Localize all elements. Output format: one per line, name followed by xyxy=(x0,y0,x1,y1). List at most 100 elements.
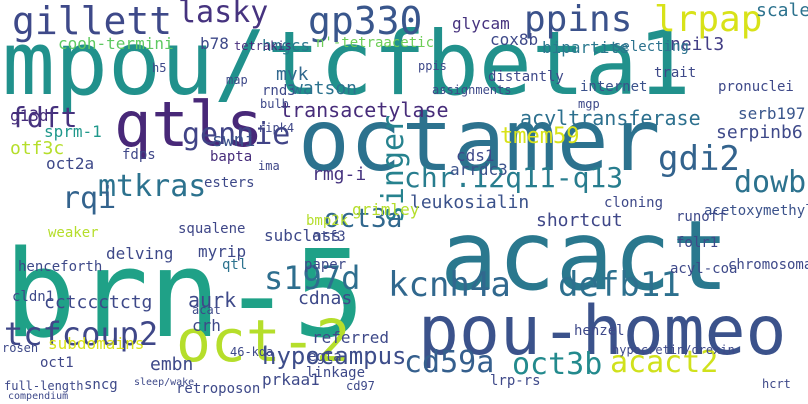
word: acyltransferase xyxy=(520,106,701,130)
word: rqi xyxy=(62,181,117,216)
word: oct3a xyxy=(324,204,403,234)
word: map xyxy=(226,73,248,87)
word: serb197 xyxy=(738,104,806,123)
word: serpinb6 xyxy=(716,122,803,143)
word: s197d xyxy=(264,259,361,297)
word: ppins xyxy=(524,0,633,40)
word: internet xyxy=(580,79,648,95)
word: tcfcoup2 xyxy=(4,315,159,353)
word: ripk4 xyxy=(258,121,295,135)
word: bmp2k xyxy=(306,213,349,229)
word: mpou/tcfbeta1 xyxy=(2,12,691,115)
word: cldn1 xyxy=(12,289,55,305)
word: glycam xyxy=(452,14,510,33)
word: tetrakis xyxy=(234,39,292,53)
word: rmg-i xyxy=(312,164,367,185)
word: pronuclei xyxy=(718,79,794,95)
word: myrip xyxy=(198,242,247,261)
word: otf3 xyxy=(312,229,346,245)
word: runoff xyxy=(676,209,727,225)
word: crh xyxy=(192,316,221,335)
word: cctccctctg xyxy=(44,292,153,313)
word: cox8b xyxy=(490,30,539,49)
word: cd59a xyxy=(404,345,495,380)
word: qtl xyxy=(222,257,248,273)
word: acetoxymethyl xyxy=(704,203,808,219)
word: transacetylase xyxy=(280,98,449,122)
word: neil3 xyxy=(670,34,725,55)
word: bapta xyxy=(210,149,253,165)
word: acact xyxy=(440,200,729,312)
word: squalene xyxy=(178,221,246,237)
word: oct2a xyxy=(46,154,95,173)
word: prkaa1 xyxy=(262,370,320,389)
word: cooh-termini xyxy=(58,34,174,53)
word: kcnh4a xyxy=(388,265,511,305)
word: cd97 xyxy=(346,379,375,393)
word: swni xyxy=(212,130,256,151)
word: acat xyxy=(192,303,221,317)
word: dowbenko xyxy=(734,165,808,200)
word: rnd3 xyxy=(262,83,296,99)
word: compendium xyxy=(8,391,69,402)
word: cloning xyxy=(604,195,664,211)
word: oct3b xyxy=(512,347,603,382)
word: henceforth xyxy=(18,259,103,275)
word: embn xyxy=(150,354,194,375)
word: sleep/wake xyxy=(134,377,195,388)
word: sncg xyxy=(84,377,118,393)
word: lrp-rs xyxy=(490,373,541,389)
word: assignments xyxy=(432,83,512,97)
word: selecting xyxy=(613,39,689,55)
word: folr1 xyxy=(676,235,719,251)
word: 46-kda xyxy=(230,345,274,359)
word: weaker xyxy=(48,225,99,241)
word: cdnas xyxy=(298,288,353,309)
word: ima xyxy=(258,159,280,173)
word: h5 xyxy=(152,61,167,75)
word: subdomains xyxy=(48,334,145,353)
word: grimley xyxy=(352,200,420,219)
word: scale xyxy=(756,0,808,21)
word: chromosomal xyxy=(728,257,808,273)
word: b78 xyxy=(200,34,229,53)
word: retroposon xyxy=(176,381,261,397)
word: cds1 xyxy=(456,146,495,165)
word: mvk xyxy=(276,64,309,85)
word: gillett xyxy=(12,0,173,43)
word: egta xyxy=(308,349,342,365)
word: paper xyxy=(304,257,347,273)
word: linkage xyxy=(306,365,366,381)
word: pou-homeo xyxy=(418,292,787,371)
word: oct1 xyxy=(40,355,74,371)
word: otf3c xyxy=(10,138,65,159)
word: tmem59 xyxy=(500,124,580,149)
word: esters xyxy=(204,175,255,191)
word: trait xyxy=(654,65,697,81)
word: gp330 xyxy=(308,0,423,43)
word: hypocretin/orexin xyxy=(612,343,735,357)
word: sprm-1 xyxy=(44,122,102,141)
word: n'-tetraacetic xyxy=(316,35,435,51)
word: watson xyxy=(292,78,358,99)
word: fdft xyxy=(10,101,78,134)
word: henzel xyxy=(574,323,625,339)
word: mgp xyxy=(578,97,600,111)
word: hcrt xyxy=(762,377,791,391)
word: bulb xyxy=(260,97,289,111)
word: full-length xyxy=(4,379,84,393)
word: chr.12q11-q13 xyxy=(404,161,624,194)
word: g13d xyxy=(10,106,49,125)
word: acact2 xyxy=(610,345,719,380)
word: lrpap xyxy=(654,0,763,40)
word: referred xyxy=(312,328,390,347)
word: hmgcs xyxy=(262,36,311,55)
word: hypocampus xyxy=(262,342,407,370)
word: bipartite xyxy=(542,38,629,57)
word: fdps xyxy=(122,147,156,163)
word: defb11 xyxy=(558,265,681,305)
word: qtls xyxy=(114,88,264,161)
word: shortcut xyxy=(536,210,623,231)
word: octamer xyxy=(298,91,661,191)
